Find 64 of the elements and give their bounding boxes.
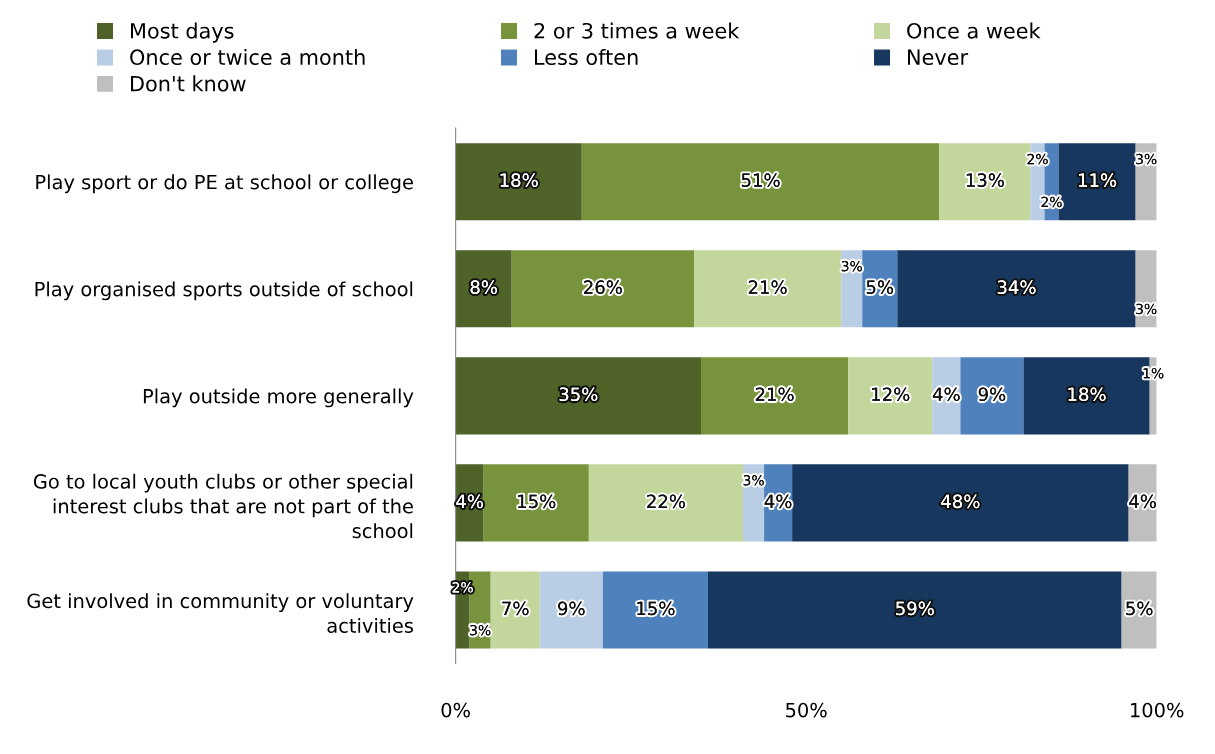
- data-label: 21%: [748, 280, 787, 295]
- data-label: 7%: [502, 601, 529, 616]
- data-label: 22%: [647, 494, 686, 509]
- x-tick-label: 50%: [786, 702, 827, 718]
- data-label: 18%: [500, 173, 538, 187]
- data-label: 8%: [470, 280, 497, 295]
- data-label: 4%: [764, 494, 792, 509]
- data-label: 59%: [896, 601, 934, 616]
- bar: [602, 571, 708, 649]
- data-label: 3%: [1136, 153, 1157, 165]
- data-label: 35%: [559, 387, 598, 402]
- data-label: 13%: [966, 173, 1004, 187]
- data-label: 2%: [1027, 153, 1048, 165]
- legend-label: Once a week: [907, 22, 1041, 39]
- data-label: 3%: [743, 475, 764, 486]
- data-label: 4%: [456, 494, 483, 509]
- bar: [581, 143, 940, 221]
- x-tick-label: 100%: [1131, 702, 1184, 718]
- data-label: 12%: [872, 387, 910, 402]
- legend-label: 2 or 3 times a week: [534, 22, 740, 39]
- data-label: 4%: [1129, 494, 1156, 509]
- data-label: 48%: [941, 494, 980, 509]
- bar: [455, 250, 512, 328]
- data-label: 15%: [518, 494, 556, 509]
- data-label: 26%: [584, 280, 622, 295]
- data-label: 11%: [1079, 173, 1117, 187]
- data-label: 18%: [1068, 387, 1106, 402]
- legend-label: Less often: [535, 48, 638, 66]
- data-label: 21%: [755, 387, 794, 402]
- data-label: 4%: [932, 387, 960, 402]
- data-label: 34%: [997, 280, 1036, 295]
- bar: [960, 357, 1024, 435]
- legend-label: Don't know: [131, 75, 246, 92]
- bar: [693, 250, 842, 328]
- legend-label: Once or twice a month: [130, 48, 365, 66]
- bar: [700, 357, 849, 435]
- data-label: 3%: [470, 624, 491, 636]
- data-label: 5%: [1126, 601, 1153, 616]
- bar: [792, 464, 1129, 542]
- y-tick-label: Play sport or do PE at school or college: [36, 174, 413, 194]
- legend-label: Never: [908, 49, 969, 66]
- bar: [455, 143, 582, 221]
- data-label: 9%: [558, 601, 585, 616]
- bar: [511, 250, 694, 328]
- y-tick-label: Play organised sports outside of school: [35, 281, 413, 301]
- bar: [897, 250, 1136, 328]
- data-label: 3%: [1136, 303, 1157, 315]
- data-label: 3%: [841, 260, 862, 272]
- y-tick-label: Get involved in community or voluntary activities: [27, 593, 414, 633]
- bar: [483, 464, 589, 542]
- y-tick-label: Go to local youth clubs or other special interest clubs that are not part of the school: [33, 473, 413, 539]
- bar: [848, 357, 933, 435]
- data-label: 15%: [637, 601, 675, 616]
- y-tick-label: Play outside more generally: [143, 388, 414, 408]
- x-tick-label: 0%: [441, 702, 470, 718]
- data-label: 51%: [741, 173, 780, 187]
- data-label: 5%: [866, 280, 894, 295]
- bar: [588, 464, 744, 542]
- bar: [490, 571, 540, 649]
- bar: [708, 571, 1122, 649]
- legend-label: Most days: [131, 22, 234, 43]
- data-label: 9%: [978, 387, 1006, 402]
- bar: [455, 357, 701, 435]
- bar: [539, 571, 603, 649]
